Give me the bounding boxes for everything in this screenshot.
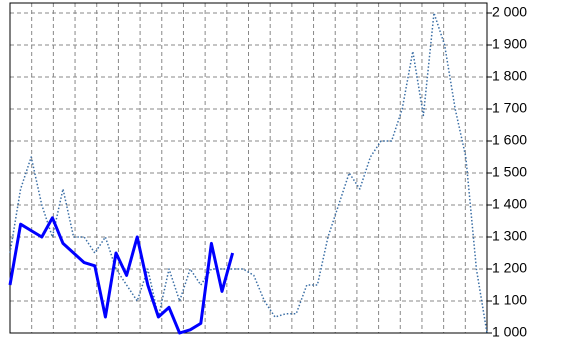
y-tick-label: 1 600 <box>492 132 527 148</box>
y-tick-label: 1 200 <box>492 260 527 276</box>
data-line <box>8 216 235 335</box>
plot-frame <box>9 2 488 334</box>
y-tick-label: 1 100 <box>492 292 527 308</box>
y-tick-label: 1 400 <box>492 196 527 212</box>
y-tick-label: 1 700 <box>492 100 527 116</box>
y-tick-label: 1 900 <box>492 36 527 52</box>
data-line <box>9 12 488 334</box>
y-tick-label: 1 300 <box>492 228 527 244</box>
y-tick-label: 1 800 <box>492 68 527 84</box>
y-tick-label: 1 500 <box>492 164 527 180</box>
y-tick-label: 1 000 <box>492 324 527 338</box>
y-tick-label: 2 000 <box>492 4 527 20</box>
